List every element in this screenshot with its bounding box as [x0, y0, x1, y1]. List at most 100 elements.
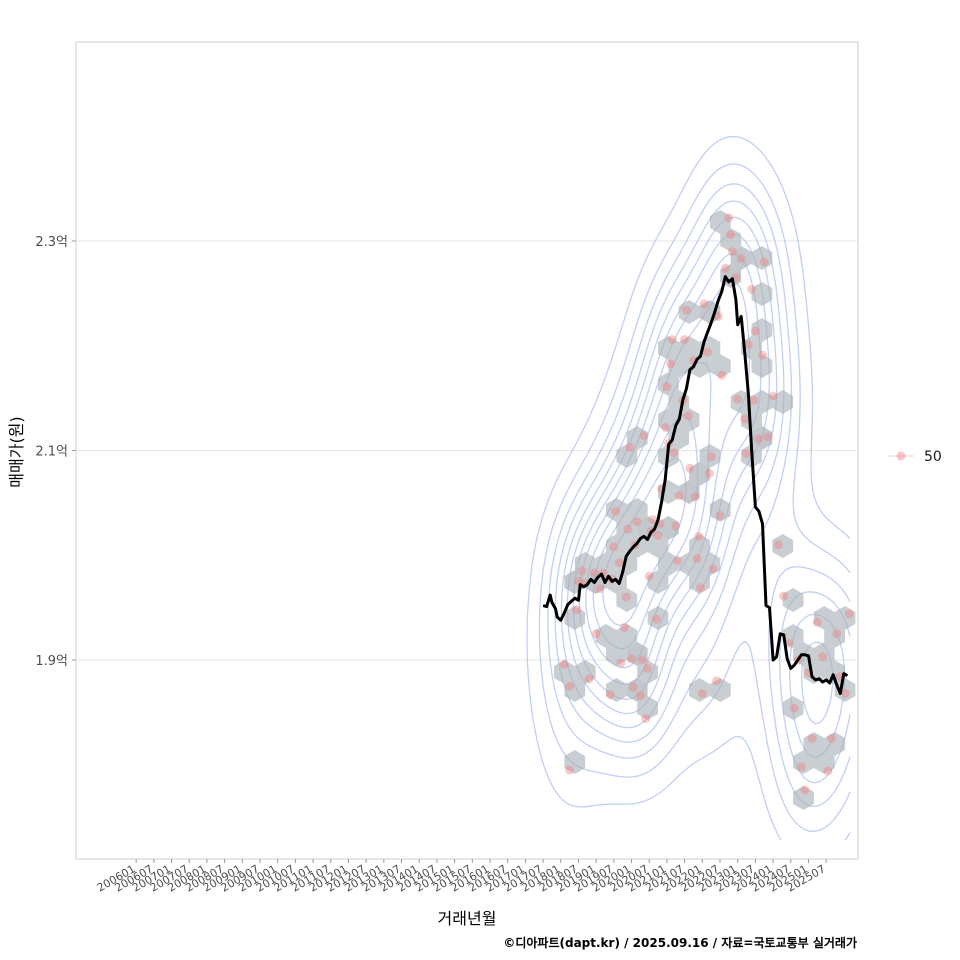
data-point: [818, 652, 828, 662]
data-point: [759, 257, 769, 267]
y-axis-ticks: 1.9억 2.1억 2.3억: [35, 235, 76, 669]
data-point: [844, 609, 854, 619]
source-caption: ©디아파트(dapt.kr) / 2025.09.16 / 자료=국토교통부 실…: [503, 935, 857, 950]
data-point: [750, 326, 760, 336]
data-point: [733, 394, 743, 404]
data-point: [643, 663, 652, 673]
data-point: [692, 553, 702, 563]
data-point: [706, 452, 716, 462]
hexbin-cell: [554, 660, 575, 684]
hexbin-cell: [834, 606, 856, 630]
data-point: [724, 213, 734, 223]
hexbin-cell: [658, 516, 679, 540]
data-point: [614, 558, 624, 568]
data-point: [628, 682, 638, 692]
hexbin-cell: [647, 606, 669, 630]
hexbin-cell: [637, 696, 658, 720]
hexbin-cell: [793, 750, 814, 774]
hexbin-cell: [813, 642, 835, 666]
data-point: [616, 658, 626, 668]
hexbin-cell: [782, 588, 804, 612]
hexbin-cell: [824, 732, 845, 756]
data-point: [674, 491, 684, 500]
data-point: [823, 766, 833, 776]
data-point: [635, 691, 645, 701]
hexbin-cell: [741, 408, 762, 432]
data-point: [621, 592, 631, 602]
data-point: [577, 566, 587, 576]
hexbin-cell: [751, 354, 773, 378]
hexbin-cell: [751, 390, 773, 414]
y-tick-label: 1.9억: [35, 654, 68, 669]
hexbin-cell: [616, 588, 638, 612]
data-point: [660, 423, 670, 432]
hexbin-cell: [658, 552, 679, 576]
hexbin-cell: [678, 552, 700, 576]
data-point: [681, 305, 691, 315]
data-point: [667, 335, 677, 344]
hexbin-cell: [564, 750, 586, 774]
data-point: [841, 689, 851, 698]
hexbin-cell: [616, 552, 638, 576]
hexbin-cell: [813, 606, 835, 630]
data-point: [632, 517, 642, 527]
hexbin-cell: [647, 534, 669, 558]
data-point: [651, 614, 661, 624]
hexbin-cell: [699, 552, 721, 576]
data-point: [653, 530, 663, 540]
data-point: [763, 432, 773, 442]
data-point: [747, 284, 757, 294]
hexbin-cell: [824, 660, 845, 684]
hexbin-cell: [720, 228, 742, 252]
hexbin-cell: [678, 300, 700, 324]
legend-label: 50: [924, 449, 942, 465]
data-point: [708, 564, 718, 574]
density-contour: [538, 163, 851, 832]
data-point: [812, 617, 822, 627]
data-point: [720, 263, 730, 273]
data-point: [641, 714, 651, 724]
hexbin-layer: [554, 210, 856, 810]
data-point: [591, 629, 601, 639]
data-point: [666, 359, 675, 369]
data-point: [644, 571, 654, 581]
data-point: [559, 659, 569, 669]
hexbin-cell: [616, 624, 638, 648]
data-point: [623, 524, 633, 534]
data-point: [609, 542, 619, 552]
hexbin-cell: [730, 390, 752, 414]
hexbin-cell: [772, 390, 794, 414]
average-price-line: [542, 275, 849, 695]
hexbin-cell: [595, 552, 617, 576]
data-point: [740, 414, 750, 424]
hexbin-cell: [678, 408, 700, 432]
x-axis-ticks: 2006012006072007012007072008012008072009…: [95, 859, 828, 895]
data-point: [565, 681, 575, 691]
hexbin-cell: [678, 336, 700, 360]
hexbin-cell: [689, 570, 710, 594]
y-tick-label: 2.3억: [35, 235, 68, 250]
data-point: [648, 515, 658, 525]
data-point: [639, 431, 649, 441]
data-point: [683, 411, 693, 421]
hexbin-cell: [668, 354, 690, 378]
hexbin-cell: [637, 660, 658, 684]
hexbin-cell: [606, 642, 627, 666]
data-point: [827, 734, 836, 743]
data-point: [625, 442, 635, 452]
data-point: [595, 584, 605, 594]
hexbin-cell: [626, 678, 648, 702]
data-point: [611, 506, 621, 516]
hexbin-cell: [813, 750, 835, 774]
hexbin-cell: [574, 552, 596, 576]
hexbin-cell: [772, 534, 794, 558]
data-point: [627, 654, 636, 664]
data-point: [662, 382, 672, 392]
data-point: [703, 347, 713, 357]
data-point: [565, 765, 575, 775]
data-point: [742, 449, 751, 459]
data-point: [727, 247, 737, 256]
hexbin-cell: [689, 462, 710, 486]
data-point: [690, 492, 700, 502]
hexbin-cell: [606, 678, 627, 702]
